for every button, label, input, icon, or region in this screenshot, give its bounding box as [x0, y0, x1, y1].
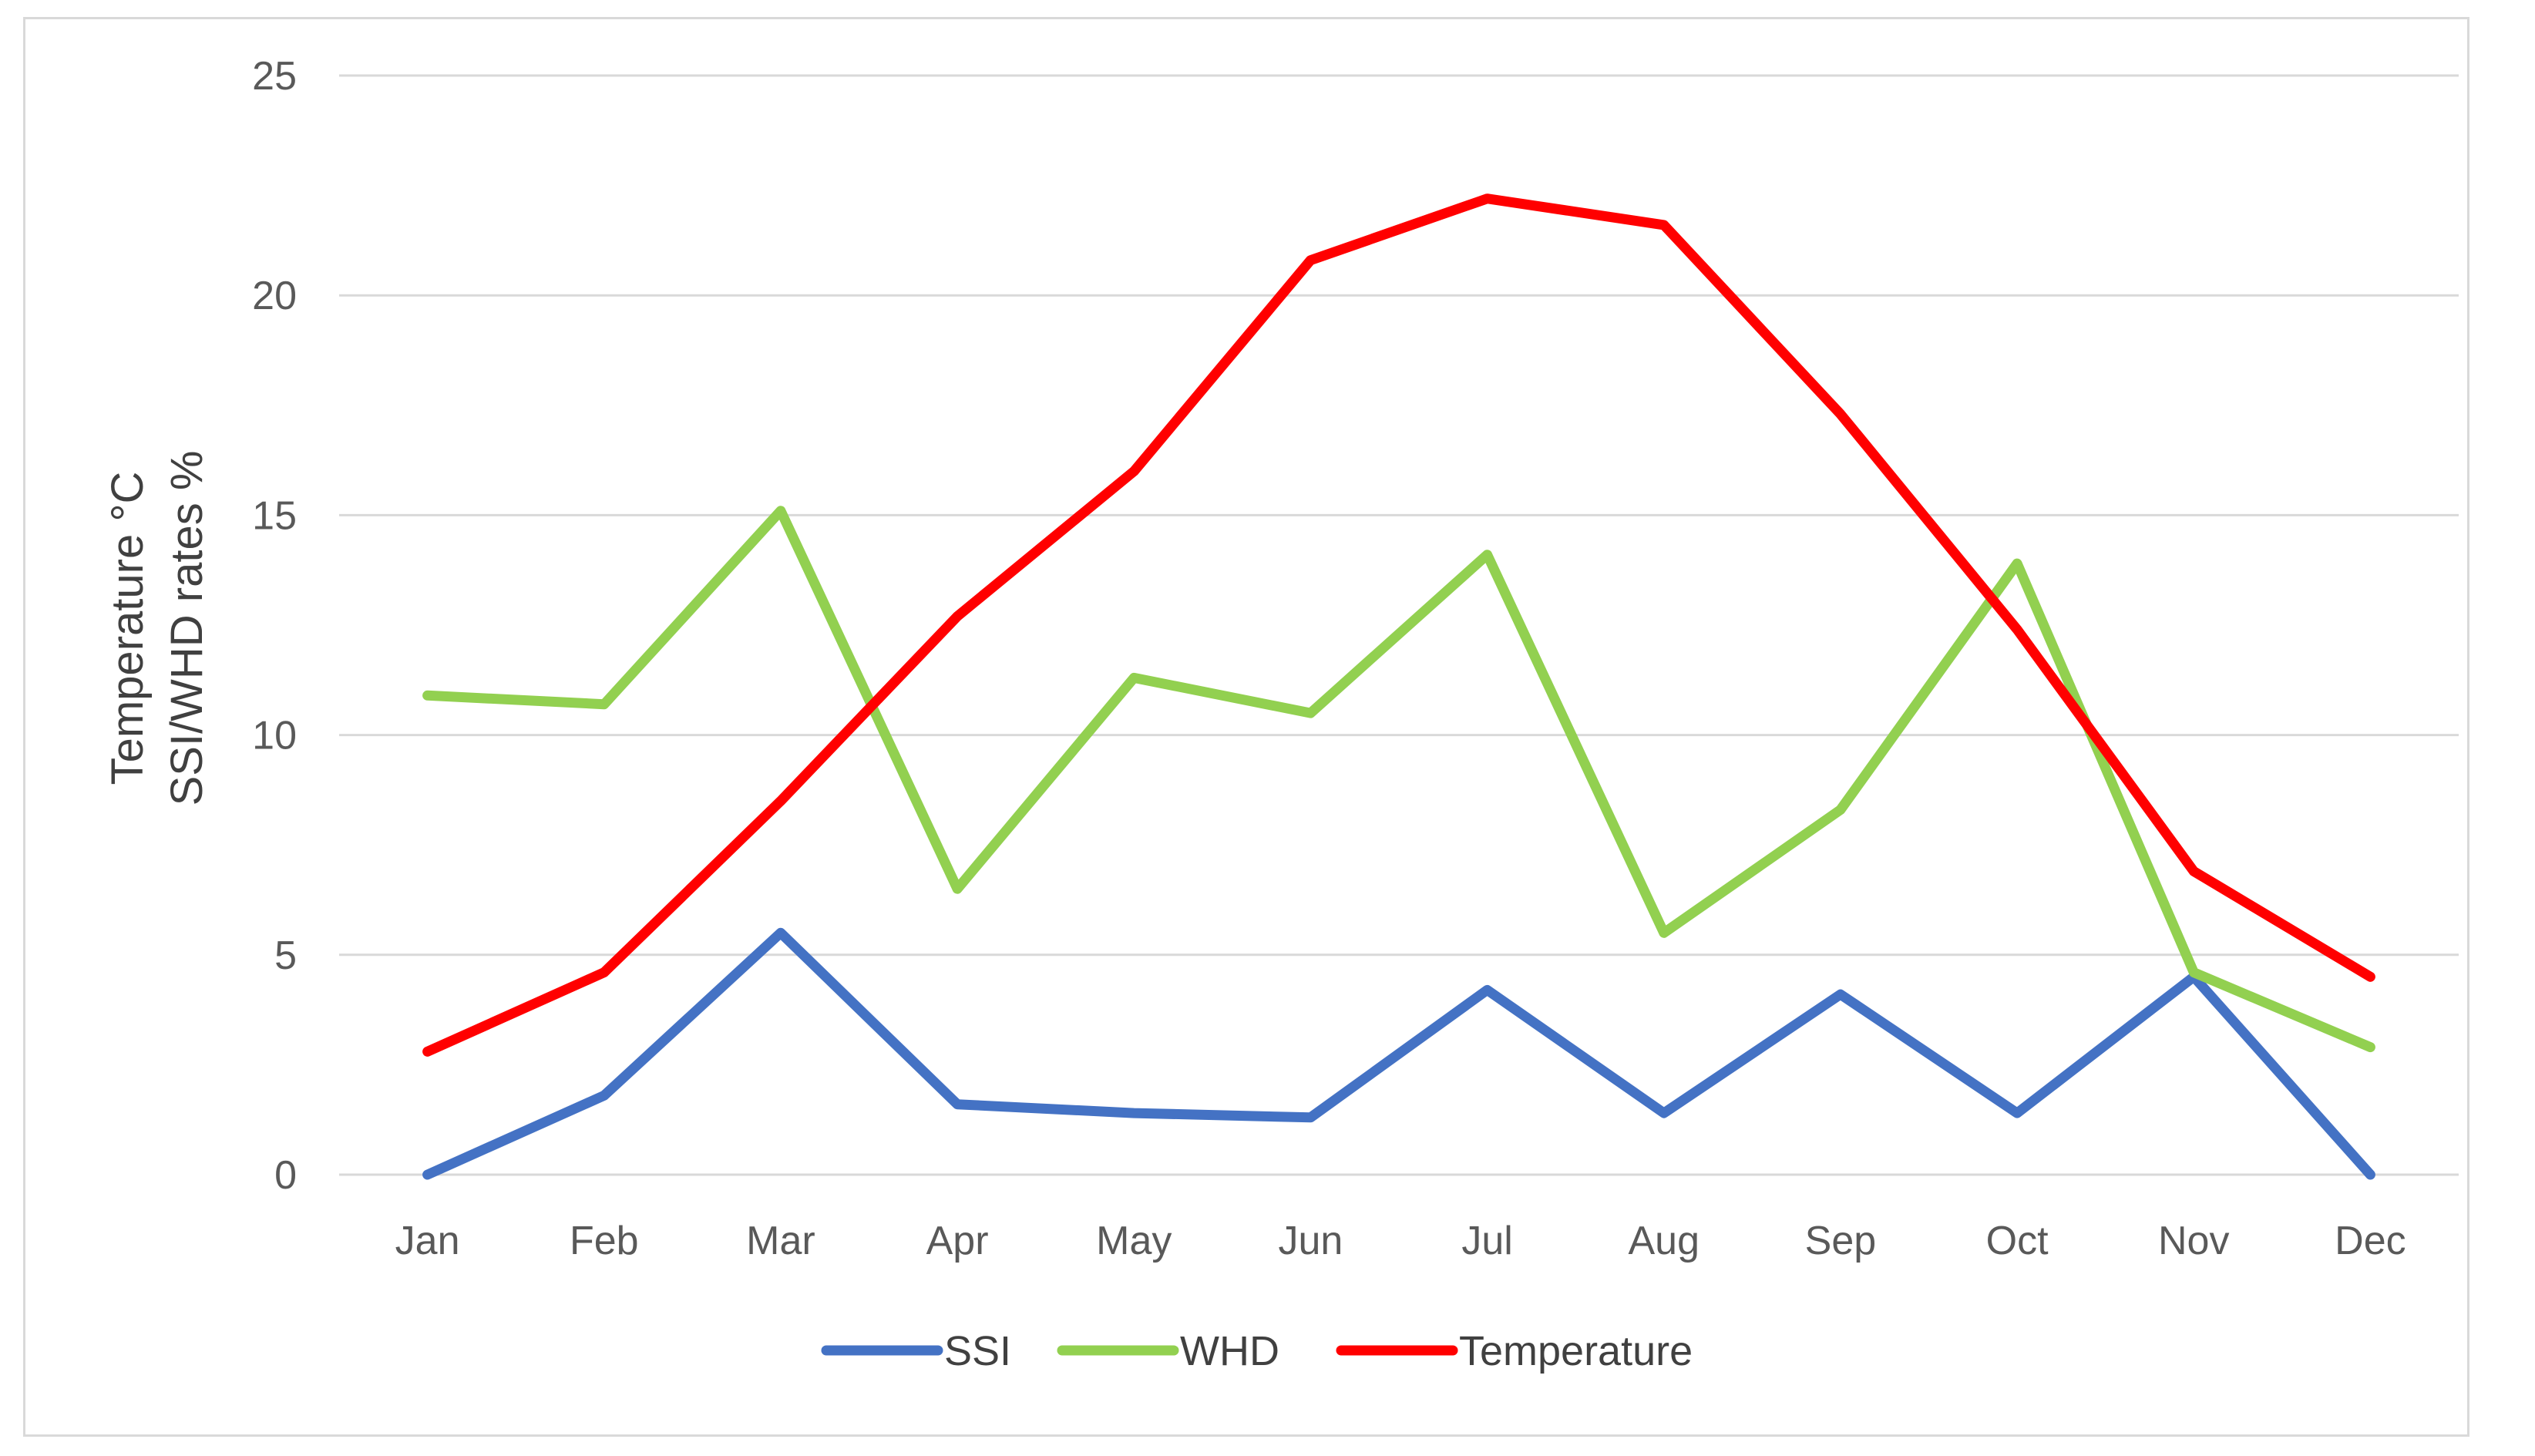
legend-label-temperature: Temperature: [1459, 1328, 1693, 1374]
legend-label-ssi: SSI: [944, 1328, 1011, 1374]
y-tick-label: 15: [252, 493, 297, 538]
x-tick-label: Sep: [1805, 1219, 1877, 1263]
chart-frame: [23, 17, 2469, 1437]
y-tick-label: 5: [274, 933, 297, 978]
gridlines: [339, 74, 2459, 1176]
x-tick-label: May: [1096, 1219, 1172, 1263]
x-tick-label: Apr: [926, 1219, 989, 1263]
x-tick-label: Nov: [2158, 1219, 2229, 1263]
x-tick-label: Aug: [1628, 1219, 1700, 1263]
legend-label-whd: WHD: [1180, 1328, 1279, 1374]
legend: SSI WHD Temperature: [821, 1328, 1693, 1374]
x-tick-label: Feb: [570, 1219, 639, 1263]
y-tick-label: 25: [252, 54, 297, 99]
y-tick-label: 20: [252, 274, 297, 318]
series-line-whd: [422, 506, 2375, 1053]
x-tick-labels: Jan Feb Mar Apr May Jun Jul Aug Sep Oct Nov Dec: [395, 1219, 2406, 1263]
y-axis-title-line-1: Temperature °C: [103, 472, 153, 785]
x-tick-label: Dec: [2335, 1219, 2406, 1263]
x-tick-label: Mar: [746, 1219, 815, 1263]
x-tick-label: Oct: [1986, 1219, 2049, 1263]
y-tick-label: 0: [274, 1153, 297, 1198]
x-tick-label: Jun: [1278, 1219, 1343, 1263]
y-tick-label: 10: [252, 714, 297, 758]
y-axis-title-line-2: SSI/WHD rates %: [162, 451, 212, 806]
y-tick-labels: 0 5 10 15 20 25: [252, 54, 297, 1198]
series-line-temperature: [422, 193, 2375, 1057]
x-tick-label: Jul: [1461, 1219, 1512, 1263]
series-lines: [422, 193, 2375, 1180]
series-line-ssi: [422, 927, 2375, 1180]
x-tick-label: Jan: [395, 1219, 460, 1263]
